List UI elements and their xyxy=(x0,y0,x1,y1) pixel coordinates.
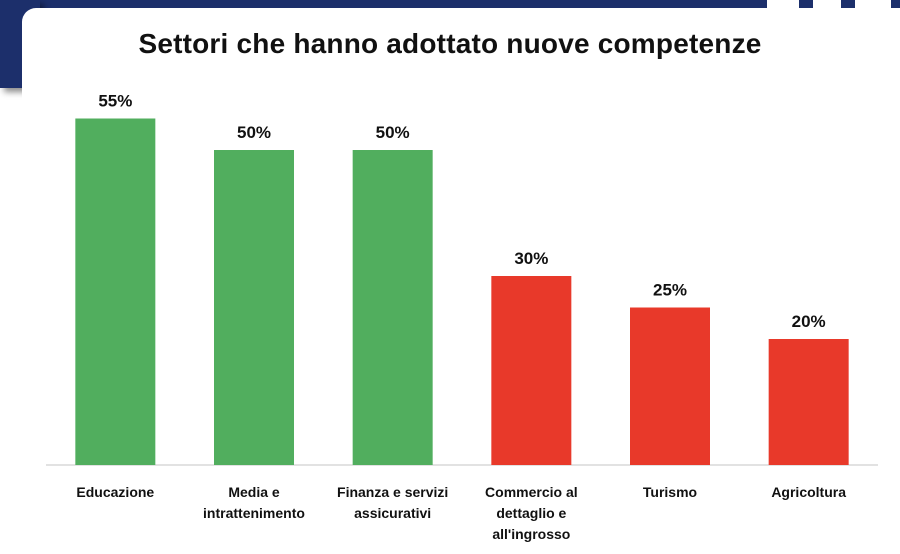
bar-2 xyxy=(352,150,433,465)
bar-0 xyxy=(75,118,156,465)
data-label-2: 50% xyxy=(376,123,410,142)
data-label-0: 55% xyxy=(98,92,132,111)
left-edge-strip xyxy=(0,0,22,554)
data-label-1: 50% xyxy=(237,123,271,142)
category-label-0: Educazione xyxy=(76,484,154,500)
data-label-3: 30% xyxy=(514,249,548,268)
category-label-1: Media e intrattenimento xyxy=(203,484,305,521)
category-label-4: Turismo xyxy=(643,484,697,500)
category-label-2: Finanza e servizi assicurativi xyxy=(337,484,448,521)
bar-5 xyxy=(768,339,849,465)
data-label-4: 25% xyxy=(653,281,687,300)
chart-panel xyxy=(22,8,900,554)
bar-1 xyxy=(214,150,294,465)
bar-3 xyxy=(491,276,572,465)
category-label-3: Commercio al dettaglio e all'ingrosso xyxy=(485,484,578,542)
top-band xyxy=(0,0,900,8)
category-label-5: Agricoltura xyxy=(771,484,846,500)
chart-title: Settori che hanno adottato nuove compete… xyxy=(138,28,762,59)
bar-4 xyxy=(630,307,710,465)
data-label-5: 20% xyxy=(792,312,826,331)
